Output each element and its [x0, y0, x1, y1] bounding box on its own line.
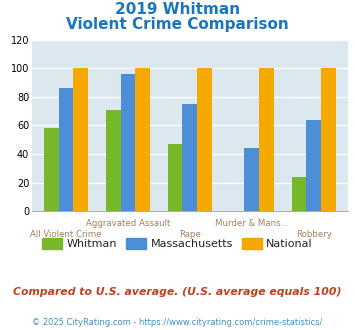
Text: Murder & Mans...: Murder & Mans...	[215, 219, 289, 228]
Bar	[121, 74, 135, 211]
Text: Robbery: Robbery	[296, 230, 332, 239]
Bar	[291, 177, 306, 211]
Bar	[245, 148, 259, 211]
Bar	[197, 68, 212, 211]
Bar	[106, 110, 121, 211]
Text: © 2025 CityRating.com - https://www.cityrating.com/crime-statistics/: © 2025 CityRating.com - https://www.city…	[32, 318, 323, 327]
Bar	[306, 120, 321, 211]
Bar	[135, 68, 150, 211]
Text: Rape: Rape	[179, 230, 201, 239]
Text: Aggravated Assault: Aggravated Assault	[86, 219, 170, 228]
Bar	[44, 128, 59, 211]
Bar	[59, 88, 73, 211]
Bar	[259, 68, 274, 211]
Bar	[73, 68, 88, 211]
Legend: Whitman, Massachusetts, National: Whitman, Massachusetts, National	[38, 234, 317, 253]
Bar	[168, 144, 182, 211]
Bar	[321, 68, 336, 211]
Text: 2019 Whitman: 2019 Whitman	[115, 2, 240, 16]
Text: Violent Crime Comparison: Violent Crime Comparison	[66, 16, 289, 31]
Text: Compared to U.S. average. (U.S. average equals 100): Compared to U.S. average. (U.S. average …	[13, 287, 342, 297]
Text: All Violent Crime: All Violent Crime	[30, 230, 102, 239]
Bar	[182, 104, 197, 211]
